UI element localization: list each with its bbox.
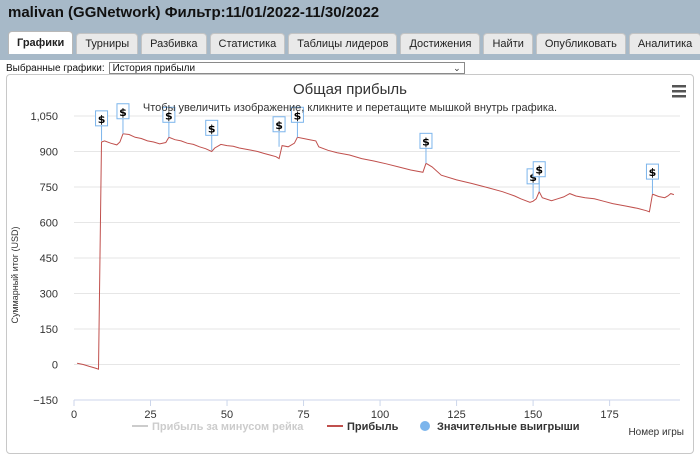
x-axis: 0 25 50 75 100 125 150 175	[71, 399, 680, 421]
tab-leaderboards[interactable]: Таблицы лидеров	[288, 33, 398, 54]
chart-grid	[74, 115, 680, 401]
x-tick-label: 175	[600, 409, 618, 421]
win-marker-label: $	[649, 166, 657, 179]
chart-title: Общая прибыль	[293, 81, 407, 98]
significant-win-marker	[290, 106, 304, 123]
legend-item-label: Прибыль за минусом рейка	[152, 421, 304, 433]
significant-win-marker	[532, 161, 546, 178]
tab-analytics[interactable]: Аналитика	[628, 33, 700, 54]
y-tick-label: 300	[40, 289, 58, 301]
chart-container[interactable]: −150 0 150 300 450 600 750 900 1,050 0 25 50 75 100 1…	[6, 74, 694, 454]
tab-statistics[interactable]: Статистика	[209, 33, 286, 54]
graph-select-value: История прибыли	[112, 63, 196, 74]
profit-chart[interactable]: −150 0 150 300 450 600 750 900 1,050 0 25 50 75 100 1…	[7, 75, 693, 453]
x-tick-label: 150	[524, 409, 542, 421]
win-marker-label: $	[119, 106, 127, 119]
series-layer	[77, 133, 675, 370]
win-marker-label: $	[422, 135, 430, 148]
chevron-down-icon: ⌄	[453, 63, 461, 73]
significant-win-marker	[162, 106, 176, 123]
markers-layer: $$ $$ $$$$$ $	[95, 103, 659, 199]
menu-icon-bar	[672, 95, 686, 98]
win-marker-label: $	[535, 164, 543, 177]
tab-tournaments[interactable]: Турниры	[76, 33, 139, 54]
y-tick-label: 750	[40, 182, 58, 194]
tab-achievements[interactable]: Достижения	[400, 33, 481, 54]
page-title: malivan (GGNetwork) Фильтр:11/01/2022-11…	[8, 4, 380, 21]
win-marker-label: $	[98, 113, 106, 126]
significant-win-marker	[272, 116, 286, 133]
win-marker-label: $	[165, 109, 173, 122]
header-bar: malivan (GGNetwork) Фильтр:11/01/2022-11…	[0, 0, 700, 60]
menu-icon-bar	[672, 85, 686, 88]
graph-select[interactable]: История прибыли ⌄	[108, 62, 465, 74]
y-tick-label: 0	[52, 360, 58, 372]
tab-breakdown[interactable]: Разбивка	[141, 33, 207, 54]
x-tick-label: 0	[71, 409, 77, 421]
chart-subtitle: Чтобы увеличить изображение, кликните и …	[143, 102, 557, 114]
x-tick-label: 75	[297, 409, 309, 421]
win-marker-label: $	[275, 119, 283, 132]
y-axis-label: Суммарный итог (USD)	[10, 226, 20, 323]
tab-find[interactable]: Найти	[483, 33, 533, 54]
x-tick-label: 100	[371, 409, 389, 421]
x-tick-label: 50	[221, 409, 233, 421]
legend-circle-swatch	[420, 421, 430, 431]
x-axis-label: Номер игры	[628, 427, 684, 438]
win-marker-label: $	[529, 171, 537, 184]
tab-publish[interactable]: Опубликовать	[535, 33, 626, 54]
significant-win-marker	[645, 163, 659, 180]
graph-selector-row: Выбранные графики: История прибыли ⌄	[6, 61, 465, 75]
x-tick-label: 125	[447, 409, 465, 421]
chart-legend: Прибыль за минусом рейка Прибыль Значитель…	[132, 421, 580, 433]
y-tick-label: 900	[40, 147, 58, 159]
significant-win-marker	[95, 110, 109, 127]
significant-win-marker	[116, 103, 130, 120]
significant-win-marker	[419, 132, 433, 149]
tab-bar: Графики Турниры Разбивка Статистика Табл…	[8, 31, 700, 54]
profit-series-line	[77, 133, 675, 370]
tab-graphs[interactable]: Графики	[8, 31, 74, 54]
x-tick-label: 25	[144, 409, 156, 421]
win-marker-label: $	[208, 122, 216, 135]
y-axis: −150 0 150 300 450 600 750 900 1,050	[30, 111, 58, 407]
graph-selector-label: Выбранные графики:	[6, 62, 105, 74]
y-tick-label: 600	[40, 218, 58, 230]
y-tick-label: 1,050	[30, 111, 58, 123]
chart-menu-icon[interactable]	[672, 85, 686, 98]
win-marker-label: $	[294, 109, 302, 122]
significant-win-marker	[205, 119, 219, 136]
legend-item-label: Прибыль	[347, 421, 399, 433]
y-tick-label: 150	[40, 324, 58, 336]
menu-icon-bar	[672, 90, 686, 93]
y-tick-label: 450	[40, 253, 58, 265]
y-tick-label: −150	[33, 395, 58, 407]
legend-item-label: Значительные выигрыши	[437, 421, 580, 433]
